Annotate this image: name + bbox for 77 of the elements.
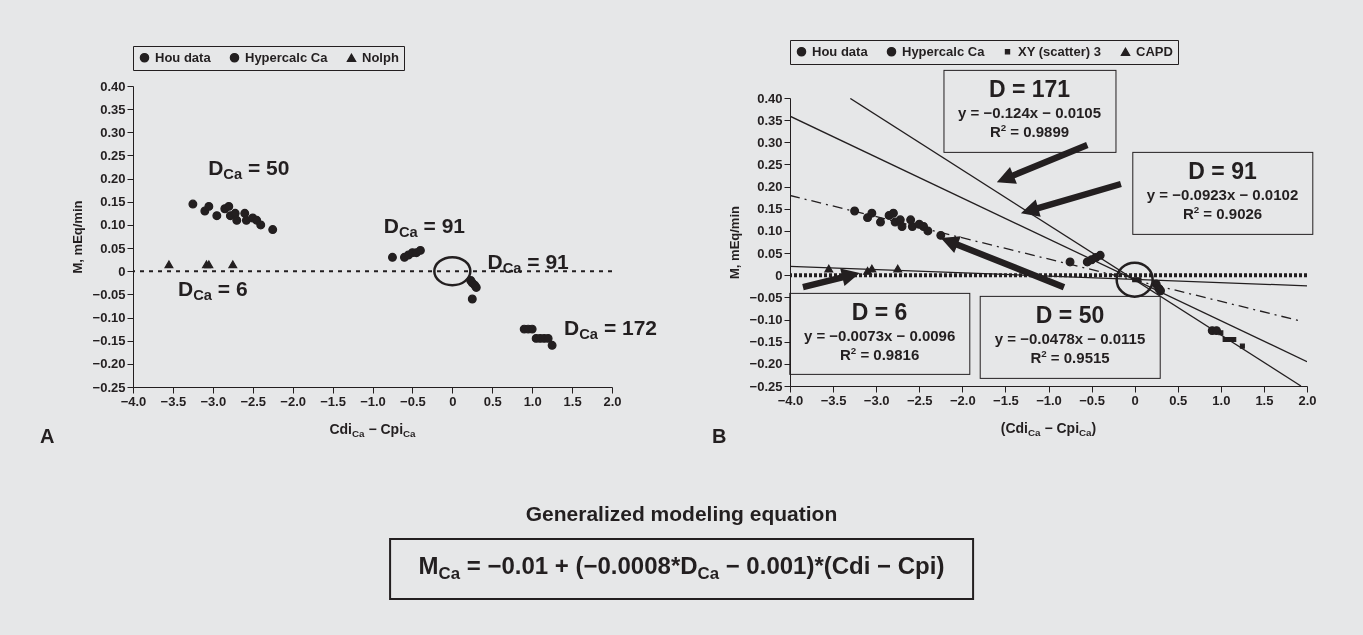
y-tick-label: 0.35 — [100, 101, 126, 117]
y-tick-label: −0.10 — [92, 310, 126, 326]
annotation: D$_{Ca}$ = 91 — [383, 214, 466, 241]
y-tick-label: 0 — [775, 267, 783, 283]
y-tick-label: 0.15 — [100, 194, 126, 210]
y-tick-label: 0.30 — [757, 134, 783, 150]
y-tick-label: −0.15 — [749, 334, 783, 350]
annotation: D$_{Ca}$ = 6 — [178, 276, 248, 303]
x-tick-label: 0.5 — [1169, 392, 1188, 408]
x-tick-label: −1.5 — [993, 392, 1019, 408]
y-axis-title: M, mEq/min — [69, 200, 85, 274]
y-tick-label: −0.20 — [92, 356, 126, 372]
x-tick-label: −0.5 — [1079, 392, 1105, 408]
x-tick-label: −3.5 — [820, 392, 847, 408]
text: A — [40, 425, 55, 448]
y-tick-label: 0.10 — [100, 217, 126, 233]
legend-label: CAPD — [1136, 43, 1173, 59]
legend-label: Hou data — [155, 49, 212, 65]
x-tick-label: −2.5 — [906, 392, 933, 408]
y-tick-label: −0.05 — [92, 286, 126, 302]
legend-label: Hypercalc Ca — [902, 43, 986, 59]
annotation: D = 6 y = −0.0073x − 0.0096 R$^{2}$ = 0.9816 — [803, 298, 956, 365]
y-tick-label: 0.20 — [757, 179, 783, 195]
x-tick-label: −1.5 — [320, 393, 346, 409]
y-tick-label: 0.35 — [757, 112, 783, 128]
text: M$_{Ca}$ = −0.01 + (−0.0008*D$_{Ca}$ − 0.001)*(Cdi − Cpi) — [388, 538, 975, 601]
legend-label: XY (scatter) 3 — [1018, 43, 1101, 59]
y-tick-label: −0.05 — [749, 289, 783, 305]
y-tick-label: 0.10 — [757, 223, 783, 239]
y-axis-title: M, mEq/min — [726, 205, 742, 279]
x-tick-label: −2.5 — [240, 393, 267, 409]
x-tick-label: 1.0 — [1212, 392, 1231, 408]
legend-label: Nolph — [362, 49, 399, 65]
annotation: D$_{Ca}$ = 50 — [208, 156, 290, 183]
y-tick-label: 0.30 — [100, 124, 126, 140]
x-tick-label: −4.0 — [777, 392, 804, 408]
x-tick-label: 1.0 — [523, 393, 542, 409]
x-tick-label: −2.0 — [280, 393, 306, 409]
x-tick-label: 2.0 — [603, 393, 622, 409]
x-tick-label: 0.5 — [483, 393, 502, 409]
x-tick-label: 0 — [449, 393, 457, 409]
x-tick-label: −1.0 — [1036, 392, 1062, 408]
y-tick-label: 0.40 — [757, 90, 783, 106]
annotation: D = 50 y = −0.0478x − 0.0115 R$^{2}$ = 0.9515 — [994, 301, 1146, 368]
text: B — [712, 425, 727, 448]
annotation: D$_{Ca}$ = 172 — [564, 315, 658, 343]
x-tick-label: −3.0 — [200, 393, 227, 409]
x-axis-title: Cdi$_{Ca}$ − Cpi$_{Ca}$ — [329, 421, 416, 439]
x-tick-label: −3.5 — [160, 393, 187, 409]
x-tick-label: −1.0 — [360, 393, 386, 409]
y-tick-label: 0.25 — [100, 147, 126, 163]
y-tick-label: −0.20 — [749, 356, 783, 372]
x-tick-label: 2.0 — [1298, 392, 1317, 408]
x-tick-label: 1.5 — [563, 393, 582, 409]
x-tick-label: −3.0 — [863, 392, 890, 408]
x-axis-title: (Cdi$_{Ca}$ − Cpi$_{Ca}$) — [1000, 420, 1097, 438]
legend-label: Hou data — [812, 43, 869, 59]
y-tick-label: 0.05 — [100, 240, 126, 256]
y-tick-label: 0 — [118, 263, 126, 279]
x-tick-label: −2.0 — [950, 392, 976, 408]
legend-label: Hypercalc Ca — [245, 49, 329, 65]
x-tick-label: 1.5 — [1255, 392, 1274, 408]
y-tick-label: −0.25 — [749, 378, 783, 394]
y-tick-label: 0.25 — [757, 156, 783, 172]
x-tick-label: −0.5 — [400, 393, 426, 409]
y-tick-label: −0.15 — [92, 333, 126, 349]
y-tick-label: −0.10 — [749, 312, 783, 328]
x-tick-label: 0 — [1131, 392, 1139, 408]
annotation: D = 171 y = −0.124x − 0.0105 R$^{2}$ = 0.9899 — [958, 75, 1102, 142]
annotation: D = 91 y = −0.0923x − 0.0102 R$^{2}$ = 0.9026 — [1146, 157, 1299, 224]
y-tick-label: 0.15 — [757, 201, 783, 217]
text: Generalized modeling equation — [525, 502, 838, 526]
y-tick-label: 0.05 — [757, 245, 783, 261]
y-tick-label: 0.20 — [100, 171, 126, 187]
y-tick-label: 0.40 — [100, 78, 126, 94]
y-tick-label: −0.25 — [92, 379, 126, 395]
x-tick-label: −4.0 — [120, 393, 147, 409]
